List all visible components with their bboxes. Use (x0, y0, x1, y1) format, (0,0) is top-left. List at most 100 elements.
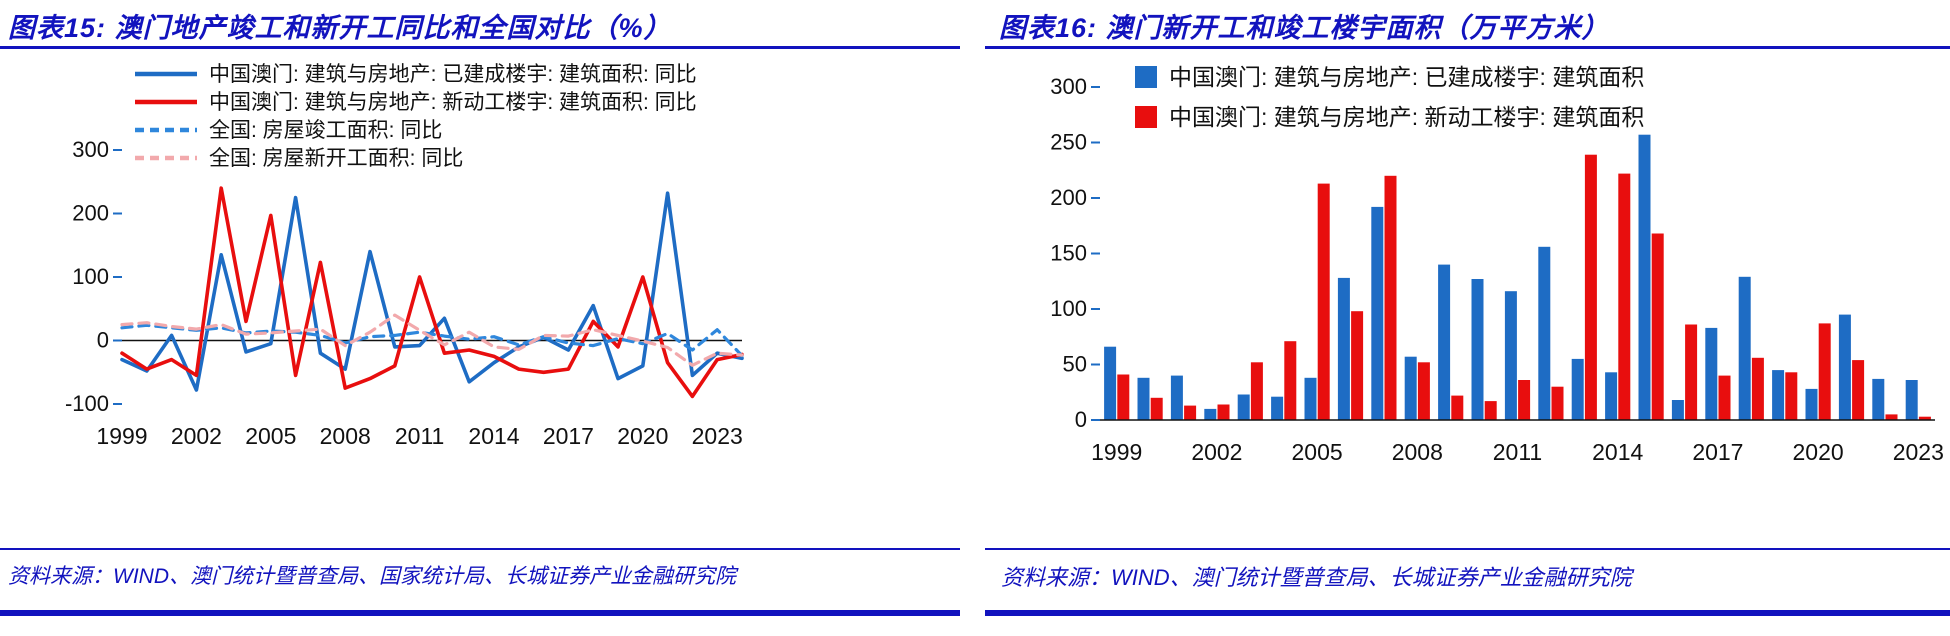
y-tick-label: 300 (1050, 74, 1087, 99)
figure15-source-rule (0, 548, 960, 550)
x-tick-label: 2002 (171, 423, 222, 449)
bar-series-0 (1104, 346, 1117, 420)
figure16-bottom-rule (985, 610, 1950, 616)
bar-series-1 (1551, 386, 1564, 420)
bar-series-1 (1584, 154, 1597, 420)
bar-series-0 (1404, 356, 1417, 420)
bar-series-1 (1718, 375, 1731, 420)
y-tick-label: 200 (1050, 185, 1087, 210)
bar-series-1 (1818, 323, 1831, 420)
y-tick-label: -100 (65, 391, 109, 416)
x-tick-label: 2023 (1893, 439, 1944, 465)
bar-series-0 (1772, 370, 1785, 420)
figure15-title: 图表15: 澳门地产竣工和新开工同比和全国对比（%） (8, 13, 672, 43)
figure15-title-rule (0, 46, 960, 49)
y-tick-label: 100 (1050, 296, 1087, 321)
x-tick-label: 2023 (692, 423, 743, 449)
bar-series-1 (1284, 341, 1297, 420)
bar-series-0 (1705, 327, 1718, 420)
x-tick-label: 2014 (468, 423, 519, 449)
bar-series-0 (1605, 372, 1618, 420)
y-tick-label: 250 (1050, 130, 1087, 155)
bar-series-1 (1785, 372, 1798, 420)
bar-series-0 (1371, 206, 1384, 420)
bar-series-1 (1852, 360, 1865, 420)
x-tick-label: 2002 (1191, 439, 1242, 465)
bar-series-0 (1237, 394, 1250, 420)
bar-series-0 (1304, 377, 1317, 420)
x-tick-label: 1999 (96, 423, 147, 449)
figure16-source-rule (985, 548, 1950, 550)
bar-series-0 (1638, 134, 1651, 420)
x-tick-label: 1999 (1091, 439, 1142, 465)
legend-label: 全国: 房屋新开工面积: 同比 (209, 147, 463, 170)
bar-series-0 (1738, 276, 1751, 420)
bar-series-1 (1117, 374, 1130, 420)
line-series-1 (120, 186, 744, 399)
line-series-3 (120, 313, 744, 367)
x-tick-label: 2017 (1692, 439, 1743, 465)
bar-series-0 (1538, 246, 1551, 420)
bar-series-0 (1571, 358, 1584, 420)
legend-label: 中国澳门: 建筑与房地产: 新动工楼宇: 建筑面积: 同比 (209, 91, 697, 114)
bar-series-1 (1651, 233, 1664, 420)
bar-series-1 (1885, 414, 1898, 420)
x-tick-label: 2008 (1392, 439, 1443, 465)
y-tick-label: 150 (1050, 241, 1087, 266)
x-tick-label: 2008 (320, 423, 371, 449)
bar-series-0 (1504, 291, 1517, 420)
line-series-0 (120, 191, 744, 392)
y-tick-label: 100 (72, 264, 109, 289)
x-tick-label: 2005 (245, 423, 296, 449)
bar-series-0 (1805, 388, 1818, 420)
bar-series-1 (1351, 311, 1364, 420)
x-tick-label: 2011 (1493, 439, 1542, 465)
bar-series-0 (1137, 377, 1150, 420)
figure15-source-note: 资料来源：WIND、澳门统计暨普查局、国家统计局、长城证券产业金融研究院 (8, 565, 736, 588)
bar-series-1 (1250, 362, 1263, 420)
bar-series-1 (1918, 416, 1931, 420)
bar-series-1 (1484, 401, 1497, 420)
y-tick-label: 50 (1063, 352, 1087, 377)
bar-series-0 (1271, 396, 1284, 420)
bar-series-1 (1618, 173, 1631, 420)
x-tick-label: 2011 (395, 423, 444, 449)
legend-label: 中国澳门: 建筑与房地产: 新动工楼宇: 建筑面积 (1169, 104, 1644, 130)
bar-series-1 (1451, 395, 1464, 420)
bar-series-0 (1905, 380, 1918, 420)
bar-series-0 (1204, 408, 1217, 420)
y-tick-label: 0 (1075, 407, 1087, 432)
macau-vs-national-yoy-line-chart: 300 200 100 0 -100 1999 2002 2005 2008 2011 2014 20… (65, 63, 744, 449)
bar-series-0 (1671, 400, 1684, 420)
bar-series-1 (1685, 324, 1698, 420)
x-tick-label: 2005 (1292, 439, 1343, 465)
y-tick-label: 300 (72, 137, 109, 162)
legend-label: 中国澳门: 建筑与房地产: 已建成楼宇: 建筑面积 (1169, 64, 1644, 90)
bar-series-0 (1438, 264, 1451, 420)
bar-series-1 (1751, 357, 1764, 420)
figure15-panel: 图表15: 澳门地产竣工和新开工同比和全国对比（%） 300 200 100 0 -10… (0, 0, 960, 636)
figure16-title: 图表16: 澳门新开工和竣工楼宇面积（万平方米） (999, 13, 1610, 43)
y-tick-label: 0 (97, 328, 109, 353)
bar-series-1 (1217, 404, 1230, 420)
legend-label: 中国澳门: 建筑与房地产: 已建成楼宇: 建筑面积: 同比 (209, 63, 697, 86)
figure15-bottom-rule (0, 610, 960, 616)
legend-swatch-square (1135, 66, 1157, 88)
figure16-panel: 图表16: 澳门新开工和竣工楼宇面积（万平方米） 300 250 200 150 100… (985, 0, 1950, 636)
bar-series-1 (1518, 380, 1531, 420)
bar-series-0 (1471, 279, 1484, 420)
legend-swatch-square (1135, 106, 1157, 128)
figure16-title-rule (985, 46, 1950, 49)
line-series-2 (120, 323, 744, 358)
bar-series-0 (1337, 277, 1350, 420)
x-tick-label: 2020 (1793, 439, 1844, 465)
x-tick-label: 2017 (543, 423, 594, 449)
y-tick-label: 200 (72, 201, 109, 226)
bar-series-1 (1384, 175, 1397, 420)
bar-series-1 (1184, 405, 1197, 420)
bar-series-0 (1872, 378, 1885, 420)
legend-label: 全国: 房屋竣工面积: 同比 (209, 119, 442, 142)
bar-series-1 (1417, 362, 1430, 420)
